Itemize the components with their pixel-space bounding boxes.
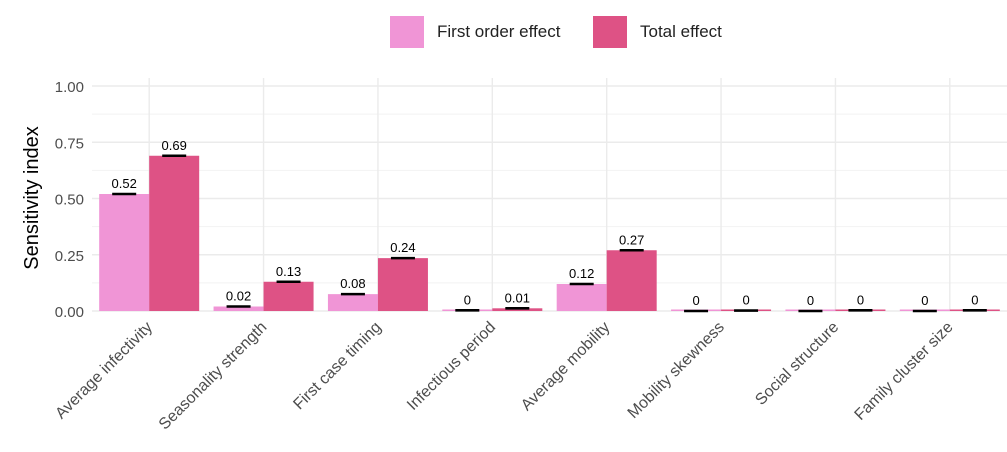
bar-value-label: 0 [971, 292, 978, 307]
y-tick-label: 0.25 [55, 248, 84, 265]
bar [263, 281, 314, 311]
bar-value-label: 0 [857, 292, 864, 307]
legend-swatch-total [593, 16, 627, 48]
legend: First order effect Total effect [390, 16, 722, 48]
bar-value-label: 0.01 [505, 290, 530, 305]
bar-value-label: 0.02 [226, 289, 251, 304]
bar-value-label: 0.24 [390, 240, 415, 255]
legend-swatch-first-order [390, 16, 424, 48]
y-tick-label: 1.00 [55, 79, 84, 96]
y-axis-label: Sensitivity index [21, 126, 43, 269]
x-tick-label: Family cluster size [852, 319, 957, 424]
x-tick-label: Mobility skewness [625, 319, 728, 422]
bar [492, 308, 543, 311]
bar [99, 194, 150, 311]
bar [149, 155, 200, 311]
x-tick-label: Average mobility [518, 319, 613, 414]
bar [327, 294, 378, 311]
bar-value-label: 0 [464, 292, 471, 307]
bar-value-label: 0.27 [619, 232, 644, 247]
bar [606, 250, 657, 311]
bar-value-label: 0 [921, 293, 928, 308]
x-tick-label: Seasonality strength [156, 319, 271, 434]
bar-value-label: 0.69 [162, 138, 187, 153]
bar-value-label: 0.13 [276, 264, 301, 279]
bars: 0.52 0.69 0.02 0.13 0.08 0.24 0 0.01 0.12 0.27 0 0 0… [99, 138, 1000, 313]
bar [377, 258, 428, 311]
y-tick-label: 0.50 [55, 192, 84, 209]
bar [213, 306, 264, 311]
x-tick-label: First case timing [290, 319, 384, 413]
bar-value-label: 0 [742, 293, 749, 308]
bar-value-label: 0 [692, 293, 699, 308]
x-axis: Average infectivity Seasonality strength F… [52, 319, 956, 434]
bar-value-label: 0.08 [340, 276, 365, 291]
x-tick-label: Average infectivity [52, 319, 156, 423]
bar-value-label: 0.52 [112, 176, 137, 191]
bar-value-label: 0 [807, 293, 814, 308]
y-tick-label: 0.75 [55, 135, 84, 152]
bar [556, 284, 607, 311]
y-tick-label: 0.00 [55, 304, 84, 321]
grid [92, 78, 1007, 312]
x-tick-label: Infectious period [404, 319, 499, 414]
y-axis: 0.00 0.25 0.50 0.75 1.00 [55, 79, 84, 321]
bar-value-label: 0.12 [569, 266, 594, 281]
legend-label-total: Total effect [640, 22, 722, 41]
legend-label-first-order: First order effect [437, 22, 561, 41]
x-tick-label: Social structure [752, 319, 842, 409]
